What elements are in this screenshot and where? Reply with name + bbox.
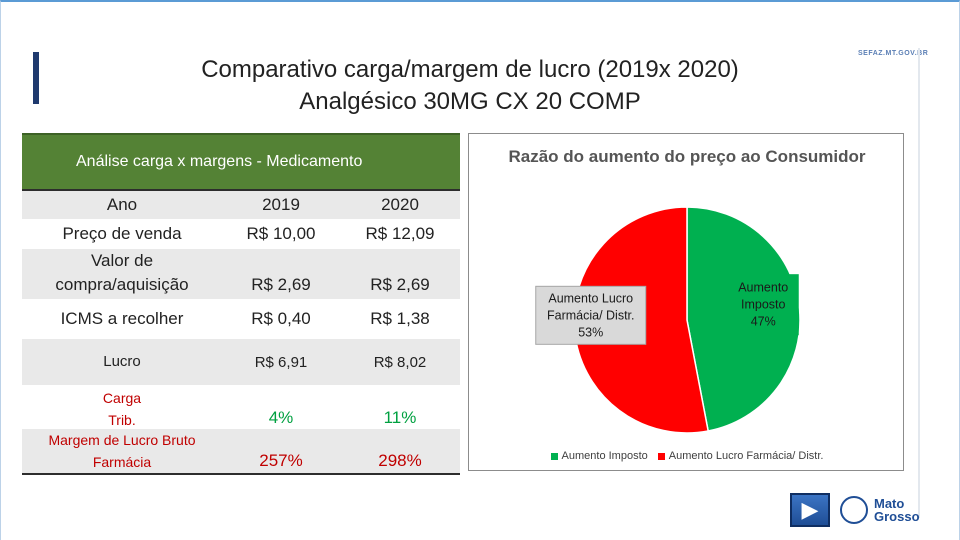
cell-2020: R$ 2,69: [370, 275, 430, 294]
chart-legend: Aumento Imposto Aumento Lucro Farmácia/ …: [469, 450, 905, 462]
cell-2020: R$ 1,38: [370, 309, 430, 328]
data-label-text: Aumento Lucro: [548, 291, 633, 305]
cell-2020: 298%: [378, 451, 422, 470]
cell-2019: R$ 0,40: [251, 309, 311, 328]
col-label: Ano: [106, 195, 138, 214]
next-slide-button[interactable]: ▶: [790, 493, 830, 527]
table-row-margin: Margem de Lucro Bruto Farmácia 257% 298%: [22, 429, 460, 475]
row-label: Lucro: [103, 353, 141, 370]
row-label-line-1: Carga: [102, 390, 142, 406]
cell-2020: R$ 8,02: [373, 353, 427, 371]
accent-bar: [33, 52, 39, 104]
row-label-line-2: Trib.: [108, 412, 136, 428]
data-label-text: Farmácia/ Distr.: [547, 308, 635, 322]
cell-2019: R$ 2,69: [251, 275, 311, 294]
col-2020: 2020: [381, 195, 419, 214]
row-label: Valor de compra/aquisição: [22, 249, 222, 297]
data-label-text: Aumento: [738, 281, 788, 295]
data-label-text: 47%: [751, 315, 776, 329]
cell-2019: 257%: [259, 451, 303, 470]
footer-logo: ▶ Mato Grosso: [790, 492, 922, 528]
table-row-purchase: Valor de compra/aquisição R$ 2,69 R$ 2,6…: [22, 249, 460, 299]
col-2019: 2019: [262, 195, 300, 214]
legend-swatch: [550, 452, 558, 460]
row-label-line-2: Farmácia: [92, 454, 152, 470]
legend-item-tax: Aumento Imposto: [550, 450, 648, 462]
title-line-1: Comparativo carga/margem de lucro (2019x…: [201, 56, 739, 83]
row-label: Preço de venda: [62, 224, 182, 243]
pie-chart-svg: Aumento Imposto 47% Aumento Lucro Farmácia/ …: [535, 206, 801, 434]
site-label: SEFAZ.MT.GOV.BR: [858, 50, 929, 57]
state-name: Mato Grosso: [874, 497, 920, 523]
state-name-line-1: Mato: [874, 496, 905, 511]
table-row-tax-burden: Carga Trib. 4% 11%: [22, 385, 460, 429]
legend-label: Aumento Lucro Farmácia/ Distr.: [668, 450, 824, 462]
legend-label: Aumento Imposto: [561, 450, 648, 462]
legend-swatch: [657, 452, 665, 460]
row-label: Carga Trib.: [22, 387, 222, 431]
row-label: Margem de Lucro Bruto Farmácia: [22, 429, 222, 473]
data-label-profit: Aumento Lucro Farmácia/ Distr. 53%: [535, 285, 647, 345]
next-arrow-icon: ▶: [801, 497, 819, 522]
table-row-icms: ICMS a recolher R$ 0,40 R$ 1,38: [22, 299, 460, 339]
cell-2020: R$ 12,09: [365, 224, 435, 243]
row-label-line-2: compra/aquisição: [55, 275, 189, 294]
table-row-price: Preço de venda R$ 10,00 R$ 12,09: [22, 219, 460, 249]
row-label: ICMS a recolher: [60, 309, 184, 328]
analysis-table: Análise carga x margens - Medicamento An…: [22, 133, 460, 475]
cell-2019: 4%: [268, 408, 294, 427]
table-row-profit: Lucro R$ 6,91 R$ 8,02: [22, 339, 460, 385]
data-label-text: Imposto: [741, 298, 786, 312]
cell-2020: 11%: [383, 408, 417, 427]
cell-2019: R$ 10,00: [246, 224, 316, 243]
pie-chart: Razão do aumento do preço ao Consumidor …: [468, 133, 904, 471]
slide-title: Comparativo carga/margem de lucro (2019x…: [150, 54, 790, 118]
row-label-line-1: Valor de: [90, 251, 154, 270]
data-label-text: 53%: [578, 325, 603, 339]
table-header: Análise carga x margens - Medicamento: [22, 133, 460, 191]
data-label-tax: Aumento Imposto 47%: [727, 274, 799, 336]
state-seal-icon: [840, 496, 868, 524]
cell-2019: R$ 6,91: [254, 353, 308, 371]
row-label-line-1: Margem de Lucro Bruto: [48, 432, 196, 448]
table-row-year: Ano 2019 2020: [22, 191, 460, 219]
legend-item-profit: Aumento Lucro Farmácia/ Distr.: [657, 450, 824, 462]
side-rule: [918, 48, 920, 518]
state-name-line-2: Grosso: [874, 509, 920, 524]
title-line-2: Analgésico 30MG CX 20 COMP: [299, 88, 641, 115]
chart-title: Razão do aumento do preço ao Consumidor: [508, 147, 866, 166]
